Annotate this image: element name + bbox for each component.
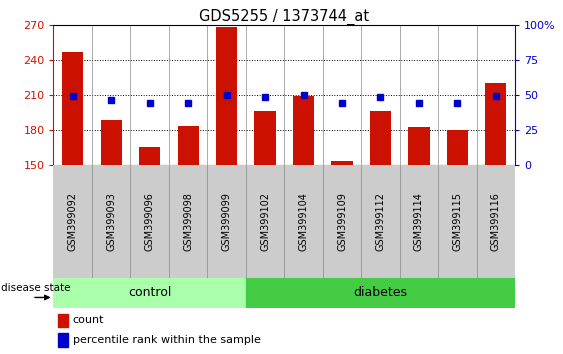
- Bar: [139, 147, 160, 165]
- Bar: [53, 278, 246, 308]
- Text: GSM399115: GSM399115: [453, 192, 462, 251]
- Bar: [58, 314, 68, 327]
- Bar: [216, 27, 237, 165]
- Bar: [246, 278, 515, 308]
- Bar: [293, 96, 314, 165]
- Text: GSM399092: GSM399092: [68, 192, 78, 251]
- Text: disease state: disease state: [1, 282, 70, 293]
- Bar: [408, 127, 430, 165]
- Text: GSM399099: GSM399099: [222, 192, 231, 251]
- Text: GSM399114: GSM399114: [414, 192, 424, 251]
- Bar: [62, 52, 83, 165]
- Text: GSM399102: GSM399102: [260, 192, 270, 251]
- Text: GSM399104: GSM399104: [298, 192, 309, 251]
- Text: GSM399098: GSM399098: [183, 192, 193, 251]
- Bar: [101, 120, 122, 165]
- Text: GSM399109: GSM399109: [337, 192, 347, 251]
- Text: GSM399112: GSM399112: [376, 192, 386, 251]
- Bar: [332, 161, 352, 165]
- Text: GSM399093: GSM399093: [106, 192, 116, 251]
- Text: GSM399116: GSM399116: [491, 192, 501, 251]
- Text: percentile rank within the sample: percentile rank within the sample: [73, 335, 261, 345]
- Bar: [485, 83, 507, 165]
- Bar: [254, 111, 276, 165]
- Text: count: count: [73, 315, 104, 325]
- Bar: [58, 333, 68, 347]
- Text: diabetes: diabetes: [354, 286, 408, 299]
- Bar: [177, 126, 199, 165]
- Title: GDS5255 / 1373744_at: GDS5255 / 1373744_at: [199, 8, 369, 25]
- Text: control: control: [128, 286, 171, 299]
- Bar: [447, 130, 468, 165]
- Text: GSM399096: GSM399096: [145, 192, 155, 251]
- Bar: [370, 111, 391, 165]
